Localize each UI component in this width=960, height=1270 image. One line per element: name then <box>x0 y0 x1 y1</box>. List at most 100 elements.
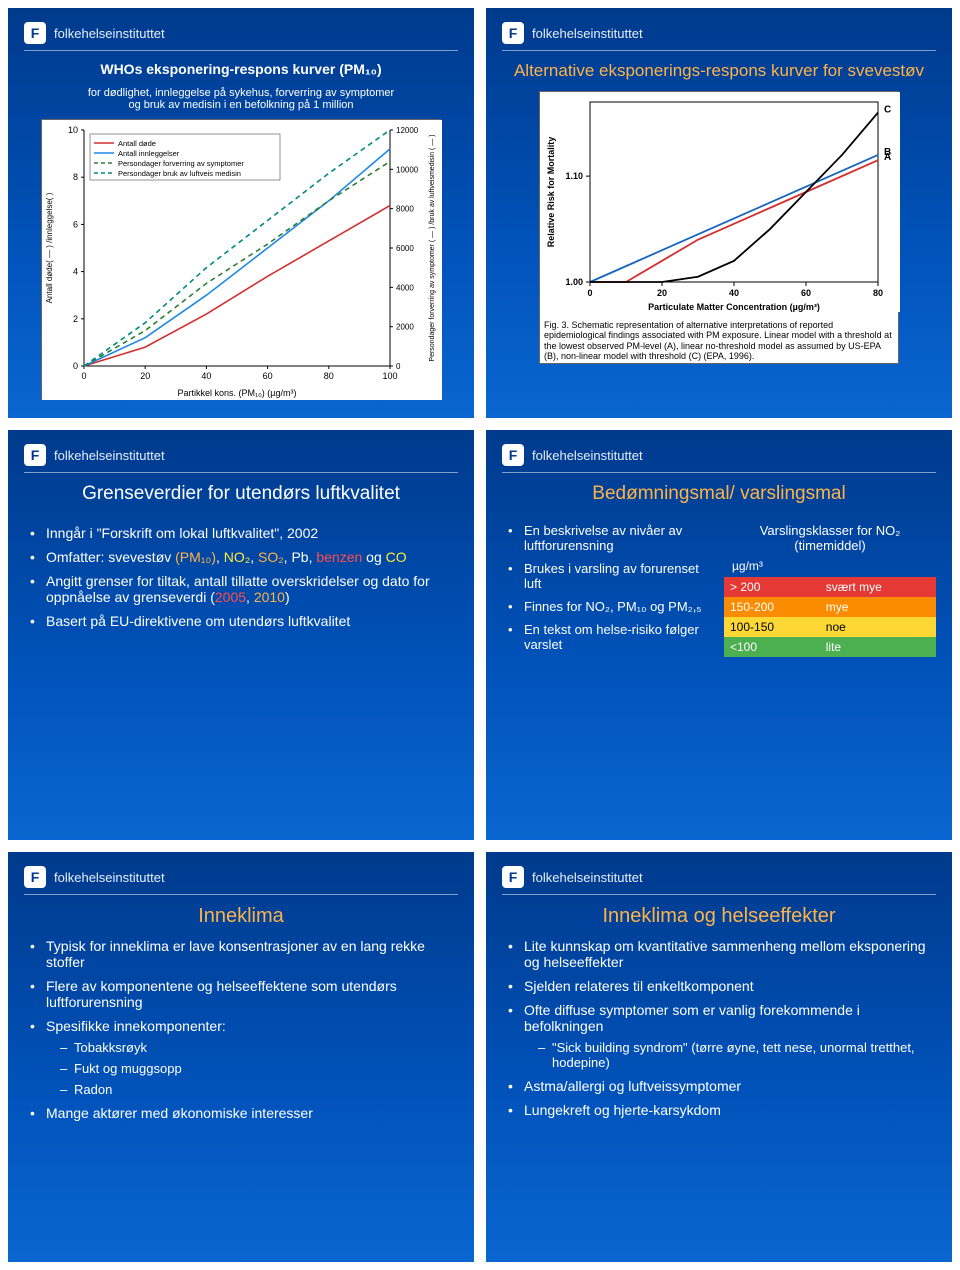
slide4-columns: En beskrivelse av nivåer av luftforurens… <box>502 523 936 660</box>
svg-text:20: 20 <box>657 288 667 298</box>
svg-text:1.10: 1.10 <box>565 171 583 181</box>
text: , Pb, <box>284 549 317 565</box>
slide-alt-curves: F folkehelseinstituttet Alternative eksp… <box>486 8 952 418</box>
svg-text:Relative Risk for Mortality: Relative Risk for Mortality <box>546 137 556 248</box>
list-item: Basert på EU-direktivene om utendørs luf… <box>30 613 458 629</box>
text: Ofte diffuse symptomer som er vanlig for… <box>524 1002 860 1034</box>
varsling-label: mye <box>820 597 936 617</box>
svg-text:C: C <box>884 105 891 116</box>
varsling-range: > 200 <box>724 577 820 597</box>
svg-text:Particulate Matter Concentrati: Particulate Matter Concentration (µg/m³) <box>648 302 820 312</box>
slide-header: F folkehelseinstituttet <box>24 22 458 51</box>
slide-header: F folkehelseinstituttet <box>502 22 936 51</box>
svg-text:4000: 4000 <box>396 283 414 292</box>
text: (PM₁₀) <box>175 549 216 565</box>
list-item: Omfatter: svevestøv (PM₁₀), NO₂, SO₂, Pb… <box>30 549 458 565</box>
list-item: Finnes for NO₂, PM₁₀ og PM₂,₅ <box>508 599 714 614</box>
varsling-heading: Varslingsklasser for NO₂ (timemiddel) <box>724 523 936 553</box>
varsling-label: lite <box>820 637 936 657</box>
slide-grid: F folkehelseinstituttet WHOs eksponering… <box>8 8 952 1262</box>
svg-text:Antall innleggelser: Antall innleggelser <box>118 149 180 158</box>
svg-text:Partikkel kons. (PM₁₀) (µg/m³): Partikkel kons. (PM₁₀) (µg/m³) <box>178 388 297 398</box>
svg-text:6: 6 <box>73 219 78 229</box>
slide-inneklima: F folkehelseinstituttet Inneklima Typisk… <box>8 852 474 1262</box>
svg-text:40: 40 <box>201 371 211 381</box>
slide2-title: Alternative eksponerings-respons kurver … <box>502 61 936 81</box>
list-item: Ofte diffuse symptomer som er vanlig for… <box>508 1002 936 1070</box>
who-chart-svg: 0246810020004000600080001000012000020406… <box>42 120 442 400</box>
slide-varslingsmal: F folkehelseinstituttet Bedømningsmal/ v… <box>486 430 952 840</box>
svg-text:10: 10 <box>68 125 78 135</box>
svg-text:Antall døde( — ) /innleggelse(: Antall døde( — ) /innleggelse( ) <box>45 192 54 303</box>
list-item: Lite kunnskap om kvantitative sammenheng… <box>508 938 936 970</box>
svg-text:4: 4 <box>73 267 78 277</box>
brand-logo: F <box>24 866 46 888</box>
brand-name: folkehelseinstituttet <box>54 26 165 41</box>
svg-text:Persondager forverring av symp: Persondager forverring av symptomer <box>118 159 244 168</box>
slide-who-curves: F folkehelseinstituttet WHOs eksponering… <box>8 8 474 418</box>
list-item: Inngår i "Forskrift om lokal luftkvalite… <box>30 525 458 541</box>
alt-chart-caption: Fig. 3. Schematic representation of alte… <box>540 317 898 363</box>
text: CO <box>386 549 407 565</box>
slide3-list: Inngår i "Forskrift om lokal luftkvalite… <box>24 525 458 629</box>
slide4-left-list: En beskrivelse av nivåer av luftforurens… <box>502 523 714 652</box>
slide-header: F folkehelseinstituttet <box>502 444 936 473</box>
list-item: Sjelden relateres til enkeltkomponent <box>508 978 936 994</box>
varsling-range: 150-200 <box>724 597 820 617</box>
svg-text:Antall døde: Antall døde <box>118 139 156 148</box>
alt-chart-container: 1.001.10020406080CBAParticulate Matter C… <box>539 91 899 364</box>
list-item: Radon <box>60 1082 458 1097</box>
slide5-list: Typisk for inneklima er lave konsentrasj… <box>24 938 458 1121</box>
text: 2005 <box>215 589 246 605</box>
slide1-title: WHOs eksponering-respons kurver (PM₁₀) <box>24 61 458 77</box>
brand-name: folkehelseinstituttet <box>532 448 643 463</box>
svg-text:10000: 10000 <box>396 165 419 174</box>
list-item: En tekst om helse-risiko følger varslet <box>508 622 714 652</box>
brand-name: folkehelseinstituttet <box>54 448 165 463</box>
slide-grenseverdier: F folkehelseinstituttet Grenseverdier fo… <box>8 430 474 840</box>
slide1-subtitle: for dødlighet, innleggelse på sykehus, f… <box>24 87 458 111</box>
varsling-label: noe <box>820 617 936 637</box>
brand-name: folkehelseinstituttet <box>532 870 643 885</box>
brand-logo: F <box>502 22 524 44</box>
svg-text:6000: 6000 <box>396 244 414 253</box>
list-item: Tobakksrøyk <box>60 1040 458 1055</box>
svg-text:2: 2 <box>73 314 78 324</box>
svg-text:Persondager bruk av luftveis m: Persondager bruk av luftveis medisin <box>118 169 241 178</box>
list-item: Astma/allergi og luftveissymptomer <box>508 1078 936 1094</box>
svg-text:40: 40 <box>729 288 739 298</box>
who-chart: 0246810020004000600080001000012000020406… <box>41 119 441 399</box>
varsling-row: 150-200mye <box>724 597 936 617</box>
list-item: En beskrivelse av nivåer av luftforurens… <box>508 523 714 553</box>
slide-inneklima-helse: F folkehelseinstituttet Inneklima og hel… <box>486 852 952 1262</box>
text: Spesifikke innekomponenter: <box>46 1018 226 1034</box>
list-item: Spesifikke innekomponenter: Tobakksrøyk … <box>30 1018 458 1097</box>
slide6-list: Lite kunnskap om kvantitative sammenheng… <box>502 938 936 1118</box>
text: , <box>216 549 224 565</box>
svg-text:8: 8 <box>73 172 78 182</box>
list-item: Flere av komponentene og helseeffektene … <box>30 978 458 1010</box>
svg-text:A: A <box>884 152 891 163</box>
list-item: Brukes i varsling av forurenset luft <box>508 561 714 591</box>
svg-text:0: 0 <box>81 371 86 381</box>
brand-logo: F <box>24 22 46 44</box>
varsling-range: <100 <box>724 637 820 657</box>
list-item: Mange aktører med økonomiske interesser <box>30 1105 458 1121</box>
text: SO₂ <box>258 549 284 565</box>
brand-logo: F <box>24 444 46 466</box>
varsling-label: svært mye <box>820 577 936 597</box>
list-item: "Sick building syndrom" (tørre øyne, tet… <box>538 1040 936 1070</box>
svg-text:0: 0 <box>396 362 401 371</box>
list-item: Typisk for inneklima er lave konsentrasj… <box>30 938 458 970</box>
text: , <box>250 549 258 565</box>
text: , <box>246 589 254 605</box>
svg-text:20: 20 <box>140 371 150 381</box>
varsling-range: 100-150 <box>724 617 820 637</box>
alt-chart-svg: 1.001.10020406080CBAParticulate Matter C… <box>540 92 900 312</box>
varsling-unit: µg/m³ <box>732 559 936 573</box>
svg-text:80: 80 <box>873 288 883 298</box>
slide3-title: Grenseverdier for utendørs luftkvalitet <box>24 483 458 505</box>
varsling-row: > 200svært mye <box>724 577 936 597</box>
svg-text:0: 0 <box>587 288 592 298</box>
brand-logo: F <box>502 444 524 466</box>
